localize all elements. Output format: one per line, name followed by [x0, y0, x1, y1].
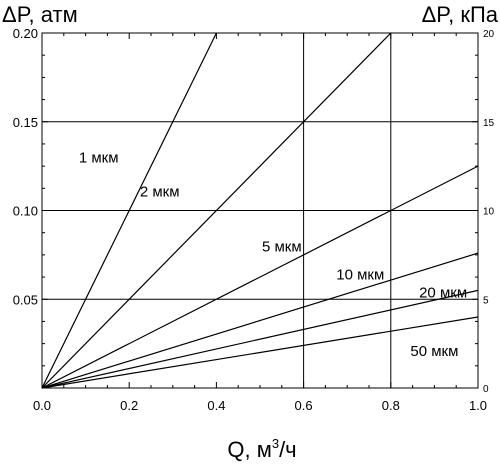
- y-axis-right-title: ΔP, кПа: [422, 2, 499, 27]
- y-tick-label-left: 0.10: [13, 204, 38, 219]
- series-label: 10 мкм: [336, 267, 384, 284]
- y-tick-label-right: 5: [483, 295, 489, 306]
- series-line: [41, 165, 479, 389]
- labels-layer: 0.0 0.2 0.4 0.6 0.8 1.0 0.05 0.10 0.15 0.20 0 5 10 15…: [13, 26, 495, 413]
- x-tick-label: 0.0: [33, 398, 51, 413]
- series-label: 1 мкм: [79, 150, 119, 167]
- x-axis-title-base: Q, м: [227, 437, 271, 462]
- y-tick-label-right: 10: [483, 207, 495, 218]
- series-line: [41, 32, 217, 389]
- y-tick-label-left: 0.20: [13, 26, 38, 41]
- ticks-layer: [41, 32, 479, 389]
- y-tick-label-right: 20: [483, 29, 495, 40]
- y-tick-label-left: 0.05: [13, 292, 38, 307]
- y-tick-label-right: 15: [483, 118, 495, 129]
- series-label: 20 мкм: [419, 284, 467, 301]
- grid-layer: [42, 33, 478, 388]
- series-label: 2 мкм: [140, 183, 180, 200]
- x-tick-label: 0.2: [120, 398, 138, 413]
- series-line: [41, 289, 479, 389]
- x-tick-label: 0.4: [207, 398, 225, 413]
- series-label: 50 мкм: [410, 343, 458, 360]
- x-tick-label: 0.6: [295, 398, 313, 413]
- x-axis-title-sup: 3: [272, 436, 279, 451]
- y-axis-left-title: ΔP, атм: [2, 2, 78, 27]
- x-axis-title: Q, м3/ч: [227, 436, 296, 462]
- y-tick-label-right: 0: [483, 384, 489, 395]
- y-tick-label-left: 0.15: [13, 115, 38, 130]
- series-line: [41, 252, 479, 389]
- series-label: 5 мкм: [262, 238, 302, 255]
- series-line: [41, 32, 392, 389]
- series-layer: [41, 32, 479, 389]
- x-axis-title-tail: /ч: [279, 437, 297, 462]
- x-tick-label: 1.0: [469, 398, 487, 413]
- x-tick-label: 0.8: [382, 398, 400, 413]
- series-line: [41, 316, 479, 389]
